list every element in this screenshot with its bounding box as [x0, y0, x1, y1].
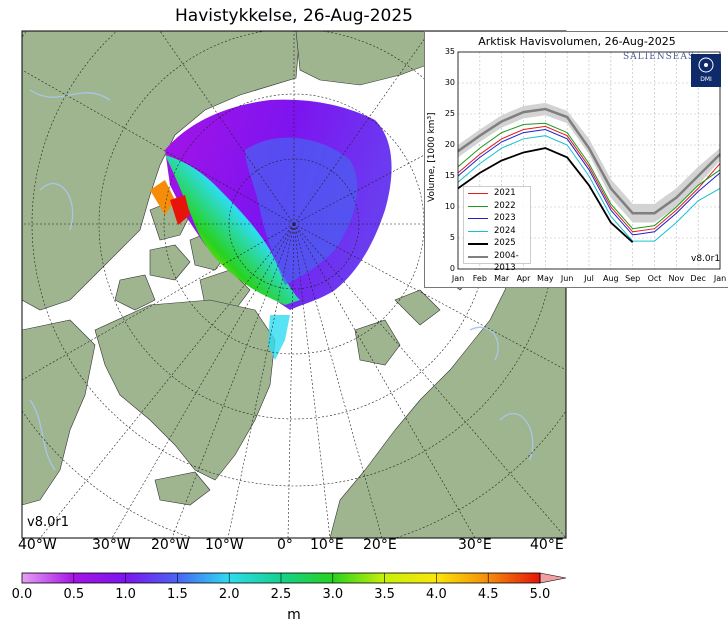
inset-ytick-label: 20: [444, 140, 455, 149]
inset-ytick-label: 5: [449, 233, 455, 242]
salienseas-logo: SALIENSEAS: [623, 52, 696, 62]
lon-label-30e: 30°E: [458, 537, 492, 553]
colorbar-unit: m: [287, 607, 301, 623]
colorbar-segment: [73, 573, 126, 583]
legend-swatch: [468, 218, 488, 219]
series-line-2024: [457, 135, 721, 242]
colorbar-extend-arrow: [539, 572, 567, 584]
inset-xtick-label: Nov: [668, 274, 685, 283]
lon-label-30w: 30°W: [92, 537, 131, 553]
inset-xtick-label: May: [537, 274, 554, 283]
inset-axes-frame: [457, 51, 721, 270]
colorbar-tick-label: 4.5: [477, 587, 499, 602]
colorbar-segment: [229, 573, 281, 583]
colorbar-segment: [281, 573, 333, 583]
crown-icon: [698, 57, 714, 73]
lon-label-20e: 20°E: [363, 537, 397, 553]
series-line-2023: [457, 128, 721, 236]
inset-legend: 2021 2022 2023 2024 2025 2004-2013: [463, 186, 531, 273]
series-line-2021: [457, 125, 721, 233]
colorbar-tick-label: 3.0: [322, 587, 344, 602]
inset-ytick-label: 10: [444, 202, 455, 211]
inset-xtick-label: Jun: [560, 274, 574, 283]
volume-inset-panel: Arktisk Havisvolumen, 26-Aug-2025 Volume…: [424, 31, 728, 288]
legend-label: 2025: [494, 238, 516, 248]
legend-entry: 2004-2013: [464, 250, 530, 273]
colorbar-tick-label: 2.0: [218, 587, 240, 602]
legend-swatch: [468, 193, 488, 194]
lon-label-10e: 10°E: [310, 537, 344, 553]
inset-ytick-label: 0: [449, 264, 455, 273]
inset-ytick-label: 35: [444, 47, 455, 56]
colorbar-segment: [125, 573, 178, 583]
colorbar-tick-label: 5.0: [529, 587, 551, 602]
legend-swatch: [468, 255, 488, 258]
legend-entry: 2025: [464, 237, 530, 250]
inset-xtick-label: Dec: [690, 274, 706, 283]
colorbar-segment: [177, 573, 230, 583]
colorbar-tick-label: 0.0: [11, 587, 33, 602]
thickness-colorbar: [21, 572, 567, 584]
map-version-label: v8.0r1: [27, 515, 69, 530]
lon-label-10w: 10°W: [205, 537, 244, 553]
legend-entry: 2023: [464, 212, 530, 225]
inset-xtick-label: Oct: [647, 274, 662, 283]
legend-entry: 2022: [464, 200, 530, 213]
lon-label-20w: 20°W: [151, 537, 190, 553]
legend-label: 2004-2013: [494, 250, 519, 274]
legend-label: 2021: [494, 188, 516, 198]
inset-ytick-label: 30: [444, 78, 455, 87]
volume-chart: [457, 51, 721, 270]
legend-label: 2024: [494, 225, 516, 236]
inset-ytick-label: 15: [444, 171, 455, 180]
sea-ice: [150, 99, 392, 360]
colorbar-segment: [384, 573, 437, 583]
colorbar-segment: [22, 573, 74, 583]
legend-entry: 2024: [464, 225, 530, 238]
lake-outlines: [29, 89, 534, 471]
colorbar-tick-label: 3.5: [374, 587, 395, 602]
inset-xtick-label: Jul: [584, 274, 594, 283]
inset-xtick-label: Aug: [603, 274, 619, 283]
inset-xtick-label: Feb: [472, 274, 487, 283]
series-line-2022: [457, 122, 721, 230]
inset-ytick-label: 25: [444, 109, 455, 118]
colorbar-segment: [436, 573, 489, 583]
series-line-2025: [457, 147, 634, 244]
inset-xtick-label: Apr: [516, 274, 531, 283]
inset-xtick-label: Jan: [451, 274, 465, 283]
inset-ylabel: Volume, [1000 km³]: [427, 112, 437, 202]
colorbar-segment: [488, 573, 540, 583]
lon-label-0: 0°: [277, 537, 293, 553]
map-title: Havistykkelse, 26-Aug-2025: [175, 6, 413, 26]
dmi-logo: DMI: [691, 54, 721, 87]
colorbar-tick-label: 0.5: [63, 587, 85, 602]
lon-label-40w: 40°W: [18, 537, 57, 553]
inset-xtick-label: Jan: [713, 274, 727, 283]
legend-swatch: [468, 205, 488, 207]
colorbar-segment: [332, 573, 385, 583]
inset-title: Arktisk Havisvolumen, 26-Aug-2025: [478, 35, 676, 48]
legend-label: 2022: [494, 200, 516, 211]
colorbar-tick-label: 1.0: [115, 587, 136, 602]
graticule: [22, 31, 566, 538]
legend-swatch: [468, 243, 488, 245]
series-line-2004-2013: [457, 107, 721, 215]
legend-entry: 2021: [464, 187, 530, 200]
colorbar-tick-label: 2.5: [270, 587, 292, 602]
inset-xtick-label: Mar: [494, 274, 510, 283]
inset-xtick-label: Sep: [625, 274, 641, 283]
colorbar-tick-label: 1.5: [167, 587, 188, 602]
inset-version-label: v8.0r1: [691, 254, 721, 264]
lon-label-40e: 40°E: [530, 537, 564, 553]
colorbar-tick-label: 4.0: [426, 587, 447, 602]
legend-swatch: [468, 230, 488, 232]
legend-label: 2023: [494, 213, 516, 223]
dmi-label: DMI: [700, 76, 712, 83]
